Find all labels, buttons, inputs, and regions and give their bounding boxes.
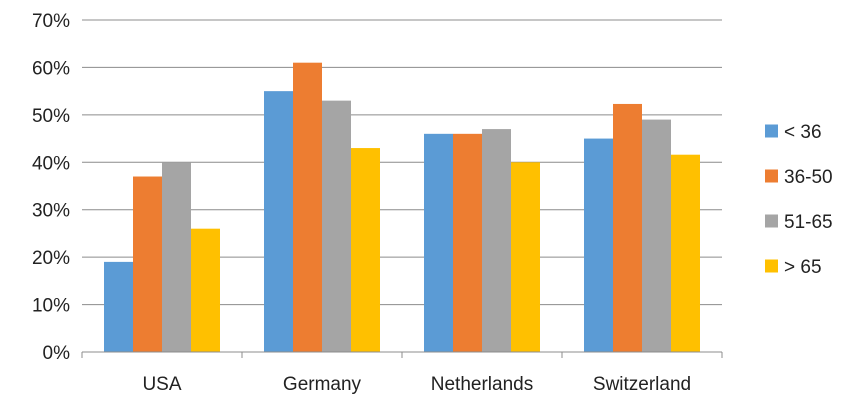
- bar-switzerland-series-3: [671, 154, 700, 352]
- legend-label: > 65: [784, 257, 822, 278]
- legend-swatch: [765, 259, 778, 273]
- bar-switzerland-series-2: [642, 119, 671, 352]
- x-tick-label: Switzerland: [593, 374, 691, 395]
- bar-germany-series-2: [322, 100, 351, 352]
- bar-usa-series-2: [162, 162, 191, 352]
- x-tick-label: Netherlands: [431, 374, 533, 395]
- legend-swatch: [765, 124, 778, 138]
- y-tick-label: 40%: [32, 153, 70, 174]
- y-tick-label: 50%: [32, 106, 70, 127]
- bar-netherlands-series-1: [453, 133, 482, 352]
- legend-swatch: [765, 214, 778, 228]
- x-tick-label: Germany: [283, 374, 362, 395]
- legend-label: < 36: [784, 122, 822, 143]
- bar-germany-series-3: [351, 148, 380, 352]
- y-tick-label: 10%: [32, 296, 70, 317]
- legend-label: 36-50: [784, 167, 833, 188]
- y-axis-ticks: 0% 10% 20% 30% 40% 50% 60% 70%: [32, 11, 70, 364]
- bar-usa-series-1: [133, 176, 162, 352]
- y-tick-label: 20%: [32, 248, 70, 269]
- bar-germany-series-1: [293, 62, 322, 352]
- bar-netherlands-series-2: [482, 129, 511, 352]
- bar-switzerland-series-1: [613, 103, 642, 352]
- x-tick-label: USA: [142, 374, 181, 395]
- bar-germany-series-0: [264, 91, 293, 353]
- bar-usa-series-0: [104, 261, 133, 352]
- y-tick-label: 60%: [32, 58, 70, 79]
- legend-label: 51-65: [784, 212, 833, 233]
- y-tick-label: 30%: [32, 201, 70, 222]
- y-tick-label: 70%: [32, 11, 70, 32]
- bar-usa-series-3: [191, 228, 220, 352]
- bars: [104, 62, 700, 353]
- axes: [81, 351, 723, 358]
- y-tick-label: 0%: [43, 343, 71, 364]
- bar-netherlands-series-0: [424, 133, 453, 352]
- legend: < 36 36-50 51-65 > 65: [765, 122, 833, 278]
- bar-switzerland-series-0: [584, 138, 613, 352]
- x-axis-ticks: USA Germany Netherlands Switzerland: [142, 374, 691, 395]
- bar-netherlands-series-3: [511, 162, 540, 352]
- legend-swatch: [765, 169, 778, 183]
